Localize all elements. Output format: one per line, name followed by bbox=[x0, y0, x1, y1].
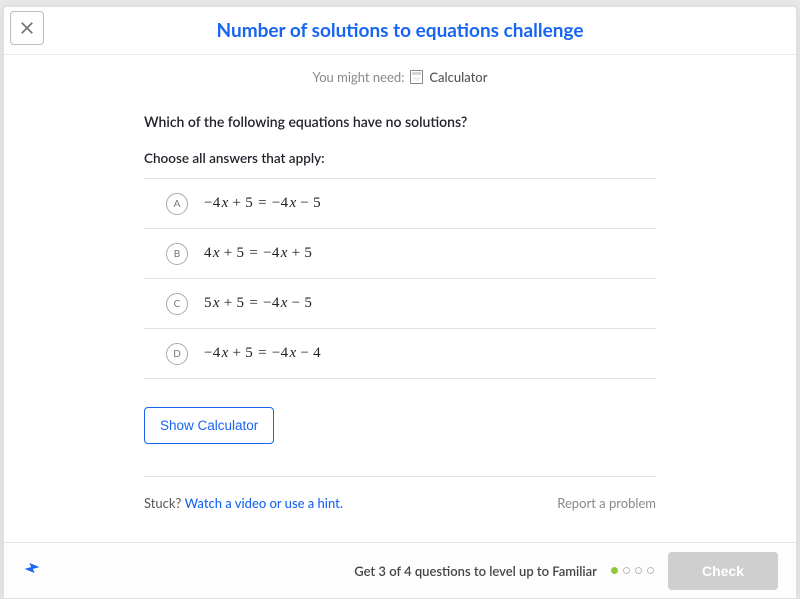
choice-letter: C bbox=[166, 293, 188, 315]
equation: −4x + 5 = −4x − 4 bbox=[204, 345, 321, 362]
choice-letter: B bbox=[166, 243, 188, 265]
progress-dot bbox=[635, 567, 642, 574]
answer-choice[interactable]: B 4x + 5 = −4x + 5 bbox=[144, 229, 656, 279]
choice-letter: A bbox=[166, 193, 188, 215]
streak-icon[interactable] bbox=[22, 558, 42, 583]
check-button[interactable]: Check bbox=[668, 552, 778, 590]
choice-letter: D bbox=[166, 343, 188, 365]
modal-header: Number of solutions to equations challen… bbox=[4, 7, 796, 55]
need-item[interactable]: Calculator bbox=[429, 69, 487, 85]
calculator-icon bbox=[410, 70, 423, 84]
equation: 5x + 5 = −4x − 5 bbox=[204, 295, 312, 312]
hint-link[interactable]: Watch a video or use a hint. bbox=[185, 495, 343, 511]
answer-choice[interactable]: D −4x + 5 = −4x − 4 bbox=[144, 329, 656, 379]
report-problem-link[interactable]: Report a problem bbox=[557, 495, 656, 511]
equation: −4x + 5 = −4x − 5 bbox=[204, 195, 321, 212]
close-icon bbox=[20, 21, 34, 35]
equation: 4x + 5 = −4x + 5 bbox=[204, 245, 312, 262]
answers-list: A −4x + 5 = −4x − 5 B 4x + bbox=[144, 178, 656, 379]
progress-dots bbox=[611, 567, 654, 574]
page-title: Number of solutions to equations challen… bbox=[217, 19, 584, 42]
close-button[interactable] bbox=[10, 11, 44, 45]
show-calculator-button[interactable]: Show Calculator bbox=[144, 407, 274, 444]
need-row: You might need: Calculator bbox=[4, 55, 796, 113]
show-calculator-row: Show Calculator bbox=[144, 407, 656, 477]
answer-choice[interactable]: C 5x + 5 = −4x − 5 bbox=[144, 279, 656, 329]
stuck-row: Stuck? Watch a video or use a hint. Repo… bbox=[144, 495, 656, 542]
exercise-modal: Number of solutions to equations challen… bbox=[3, 6, 797, 599]
modal-body: You might need: Calculator Which of the … bbox=[4, 55, 796, 542]
progress-dot bbox=[623, 567, 630, 574]
need-prefix: You might need: bbox=[313, 69, 405, 85]
progress-text: Get 3 of 4 questions to level up to Fami… bbox=[354, 563, 597, 579]
modal-footer: Get 3 of 4 questions to level up to Fami… bbox=[4, 542, 796, 598]
progress-dot bbox=[647, 567, 654, 574]
stuck-label: Stuck? bbox=[144, 495, 181, 511]
answer-choice[interactable]: A −4x + 5 = −4x − 5 bbox=[144, 179, 656, 229]
content: Which of the following equations have no… bbox=[144, 113, 656, 542]
question-prompt: Which of the following equations have no… bbox=[144, 113, 656, 130]
question-instruction: Choose all answers that apply: bbox=[144, 150, 656, 166]
footer-right: Get 3 of 4 questions to level up to Fami… bbox=[354, 552, 778, 590]
progress-dot bbox=[611, 567, 618, 574]
